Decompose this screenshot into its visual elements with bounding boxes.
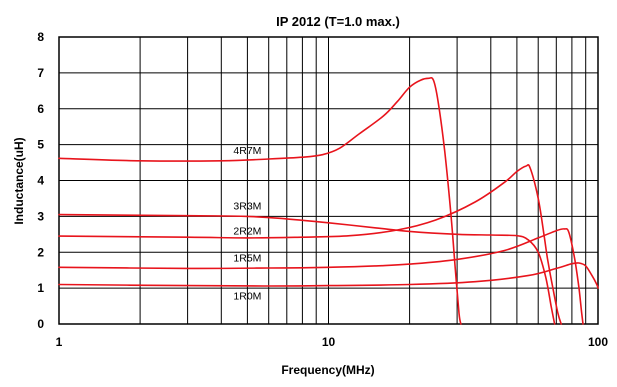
series-label-2r2m: 2R2M (233, 226, 261, 238)
series-curve-1r0m (58, 262, 599, 289)
y-tick-label: 5 (37, 138, 44, 152)
series-label-3r3m: 3R3M (233, 201, 261, 213)
y-tick-label: 6 (37, 102, 44, 116)
x-tick-label: 1 (56, 335, 63, 349)
y-tick-label: 2 (37, 245, 44, 259)
series-label-1r5m: 1R5M (233, 253, 261, 265)
y-tick-label: 8 (37, 30, 44, 44)
series-curve-4r7m (58, 76, 462, 325)
x-axis-title: Frequency(MHz) (281, 363, 374, 377)
series-curve-2r2m (58, 164, 562, 325)
y-axis-title: Inductance(uH) (12, 137, 26, 224)
series-labels: 4R7M 3R3M 2R2M 1R5M 1R0M (233, 145, 261, 302)
series-label-4r7m: 4R7M (233, 145, 261, 157)
y-tick-label: 7 (37, 66, 44, 80)
y-tick-label: 4 (37, 174, 44, 188)
x-tick-label: 100 (588, 335, 608, 349)
series-label-1r0m: 1R0M (233, 290, 261, 302)
x-tick-label: 10 (322, 335, 336, 349)
y-tick-label: 1 (37, 281, 44, 295)
series-curve-1r5m (58, 228, 584, 325)
chart-title: IP 2012 (T=1.0 max.) (276, 14, 400, 29)
y-tick-label: 3 (37, 209, 44, 223)
grid (59, 37, 598, 324)
series-curve-3r3m (58, 213, 556, 325)
plot-frame (58, 36, 599, 325)
curves (58, 76, 599, 325)
y-tick-label: 0 (37, 317, 44, 331)
